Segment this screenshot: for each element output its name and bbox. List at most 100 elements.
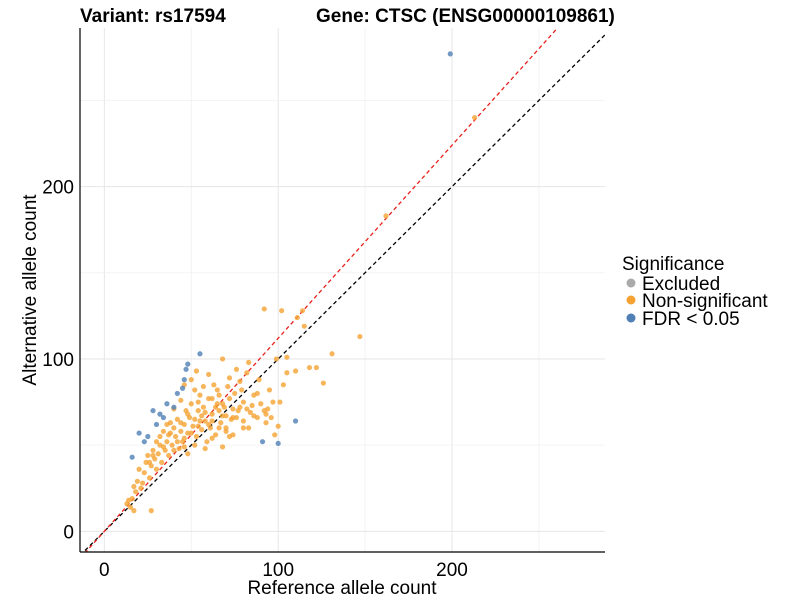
- data-point-non-significant: [223, 425, 229, 431]
- data-point-non-significant: [193, 433, 200, 440]
- data-point-non-significant: [197, 392, 203, 398]
- data-point-non-significant: [146, 475, 153, 481]
- data-point-non-significant: [268, 414, 274, 421]
- data-point-non-significant: [472, 115, 478, 121]
- x-tick-label: 0: [99, 560, 110, 581]
- data-point-non-significant: [200, 383, 207, 390]
- x-axis-label: Reference allele count: [247, 578, 437, 599]
- data-point-fdr-0-05: [447, 51, 453, 57]
- data-point-non-significant: [218, 420, 224, 426]
- legend: Significance Excluded Non-significant FD…: [622, 254, 768, 330]
- data-point-non-significant: [284, 354, 290, 360]
- y-tick-label: 100: [42, 350, 74, 371]
- data-point-non-significant: [212, 404, 219, 410]
- data-point-non-significant: [188, 430, 194, 436]
- data-point-fdr-0-05: [275, 440, 281, 447]
- data-point-non-significant: [150, 447, 156, 453]
- data-point-non-significant: [232, 390, 238, 397]
- data-point-non-significant: [153, 439, 160, 445]
- data-point-non-significant: [383, 213, 389, 219]
- data-point-non-significant: [171, 425, 177, 431]
- data-point-non-significant: [219, 401, 226, 407]
- data-point-non-significant: [131, 483, 137, 490]
- data-point-non-significant: [209, 395, 215, 402]
- data-point-non-significant: [195, 423, 201, 429]
- data-point-non-significant: [124, 501, 130, 507]
- data-point-non-significant: [249, 402, 255, 409]
- data-point-non-significant: [301, 323, 307, 329]
- reference-line-fit: [84, 28, 559, 552]
- data-point-non-significant: [136, 466, 142, 472]
- data-point-non-significant: [188, 377, 194, 383]
- data-point-non-significant: [256, 377, 262, 383]
- data-point-non-significant: [195, 408, 201, 414]
- data-point-non-significant: [134, 478, 140, 484]
- data-point-non-significant: [164, 421, 170, 428]
- data-point-non-significant: [299, 308, 306, 314]
- data-point-non-significant: [190, 423, 196, 429]
- data-point-non-significant: [138, 485, 144, 491]
- data-point-fdr-0-05: [129, 454, 135, 460]
- data-point-non-significant: [185, 451, 191, 457]
- data-point-non-significant: [181, 435, 187, 441]
- data-point-fdr-0-05: [141, 439, 147, 445]
- data-point-non-significant: [148, 508, 154, 514]
- data-point-non-significant: [237, 404, 243, 410]
- y-tick-label: 0: [63, 522, 74, 543]
- legend-marker-non-significant: [626, 295, 636, 305]
- data-point-fdr-0-05: [171, 404, 177, 410]
- data-point-non-significant: [199, 413, 205, 419]
- legend-label-non-significant: Non-significant: [642, 291, 768, 312]
- data-point-non-significant: [211, 382, 217, 388]
- data-point-non-significant: [174, 416, 180, 422]
- data-point-fdr-0-05: [179, 385, 186, 391]
- data-point-non-significant: [265, 406, 271, 412]
- data-point-non-significant: [178, 420, 184, 426]
- data-point-non-significant: [153, 466, 160, 472]
- data-point-non-significant: [202, 409, 208, 415]
- data-point-non-significant: [206, 421, 212, 428]
- data-point-non-significant: [246, 359, 252, 365]
- data-point-non-significant: [188, 401, 194, 407]
- data-point-non-significant: [240, 399, 247, 405]
- data-point-non-significant: [199, 427, 205, 433]
- data-point-non-significant: [146, 459, 153, 465]
- data-point-non-significant: [237, 378, 243, 384]
- data-point-non-significant: [292, 368, 299, 374]
- data-point-non-significant: [357, 333, 363, 340]
- data-point-non-significant: [200, 404, 207, 410]
- data-point-non-significant: [214, 387, 220, 393]
- data-point-non-significant: [240, 418, 247, 424]
- data-point-non-significant: [226, 395, 233, 402]
- data-point-fdr-0-05: [185, 361, 191, 367]
- data-point-non-significant: [216, 408, 222, 414]
- data-point-non-significant: [251, 392, 257, 398]
- data-point-fdr-0-05: [183, 366, 189, 372]
- data-point-non-significant: [219, 444, 226, 450]
- grid-lines: [80, 28, 605, 552]
- data-point-non-significant: [246, 425, 252, 431]
- data-point-non-significant: [139, 480, 146, 486]
- data-point-non-significant: [159, 459, 165, 465]
- data-point-non-significant: [127, 504, 134, 510]
- legend-marker-fdr: [626, 313, 636, 323]
- data-point-non-significant: [197, 418, 203, 424]
- data-point-non-significant: [209, 411, 215, 417]
- data-point-non-significant: [216, 392, 222, 398]
- data-point-non-significant: [223, 413, 229, 419]
- reference-lines: [82, 28, 605, 552]
- data-point-non-significant: [181, 444, 187, 450]
- data-point-non-significant: [329, 351, 335, 357]
- data-point-non-significant: [202, 445, 208, 452]
- data-point-non-significant: [306, 364, 313, 371]
- chart-title-gene: Gene: CTSC (ENSG00000109861): [316, 6, 615, 27]
- data-point-non-significant: [171, 447, 177, 453]
- tick-labels: 0 100 200 0 100 200: [42, 178, 468, 581]
- data-point-non-significant: [284, 370, 290, 376]
- data-point-non-significant: [273, 356, 280, 362]
- data-point-non-significant: [233, 366, 240, 372]
- data-point-non-significant: [233, 414, 240, 421]
- data-point-non-significant: [173, 433, 179, 440]
- data-point-fdr-0-05: [164, 401, 170, 407]
